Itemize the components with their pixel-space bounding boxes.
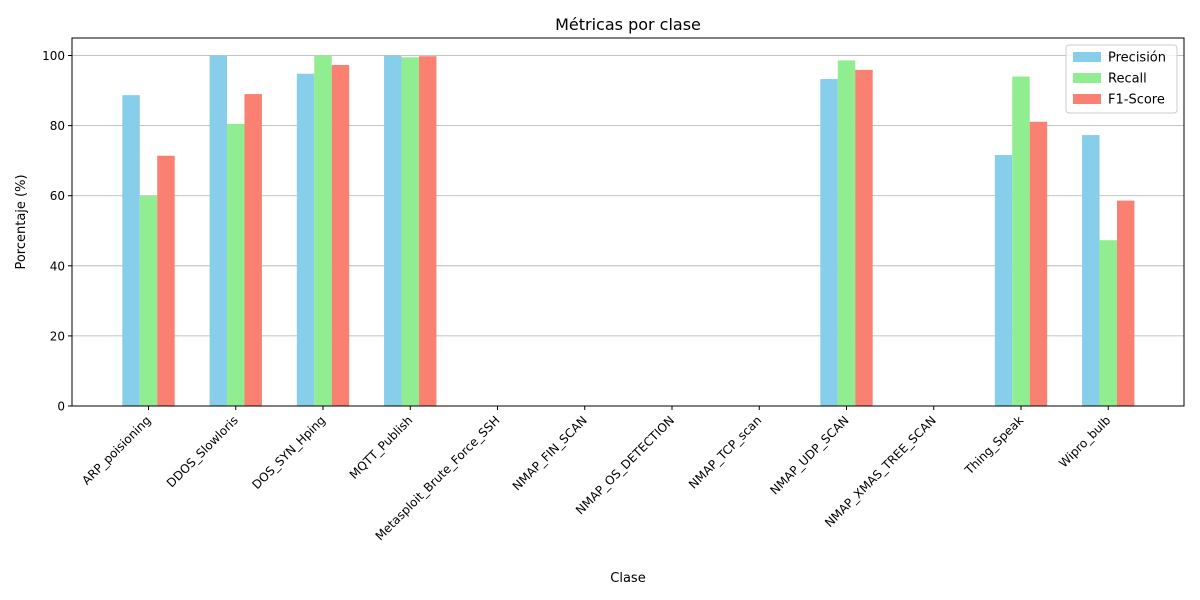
bar: [244, 94, 262, 406]
bar: [157, 155, 175, 406]
bar: [209, 55, 228, 407]
y-tick-label: 80: [50, 119, 65, 133]
legend-label: Recall: [1108, 72, 1147, 87]
legend: Precisión Recall F1-Score: [1065, 44, 1178, 114]
x-axis-label: Clase: [610, 571, 645, 586]
legend-label: F1-Score: [1108, 93, 1165, 108]
bar: [401, 57, 419, 406]
y-tick-label: 20: [50, 329, 65, 343]
bar: [855, 69, 873, 406]
bars: [122, 55, 1135, 407]
bar: [1029, 121, 1048, 406]
bar: [139, 196, 158, 406]
plot-frame: [71, 37, 1185, 407]
bar: [1082, 135, 1100, 406]
bar: [227, 123, 245, 407]
bar: [331, 64, 350, 407]
bar: [122, 95, 140, 406]
bar: [314, 55, 332, 407]
legend-swatch: [1073, 73, 1101, 83]
bar: [418, 56, 437, 406]
bar: [1012, 76, 1030, 407]
legend-label: Precisión: [1108, 51, 1166, 66]
bar: [1099, 240, 1117, 406]
bar: [296, 73, 315, 406]
y-tick-label: 60: [50, 189, 65, 203]
y-tick-label: 0: [57, 400, 65, 414]
legend-swatch: [1073, 52, 1101, 62]
bar: [1116, 200, 1135, 406]
bar: [820, 79, 838, 406]
chart-title: Métricas por clase: [555, 15, 701, 34]
bar: [837, 60, 856, 407]
bar: [994, 155, 1013, 406]
y-tick-label: 40: [50, 259, 65, 273]
legend-swatch: [1073, 94, 1101, 104]
y-axis-label: Porcentaje (%): [14, 174, 29, 269]
y-tick-label: 100: [42, 49, 65, 63]
bar: [384, 55, 402, 407]
y-axis: 0 20 40 60 80 100: [42, 49, 72, 414]
